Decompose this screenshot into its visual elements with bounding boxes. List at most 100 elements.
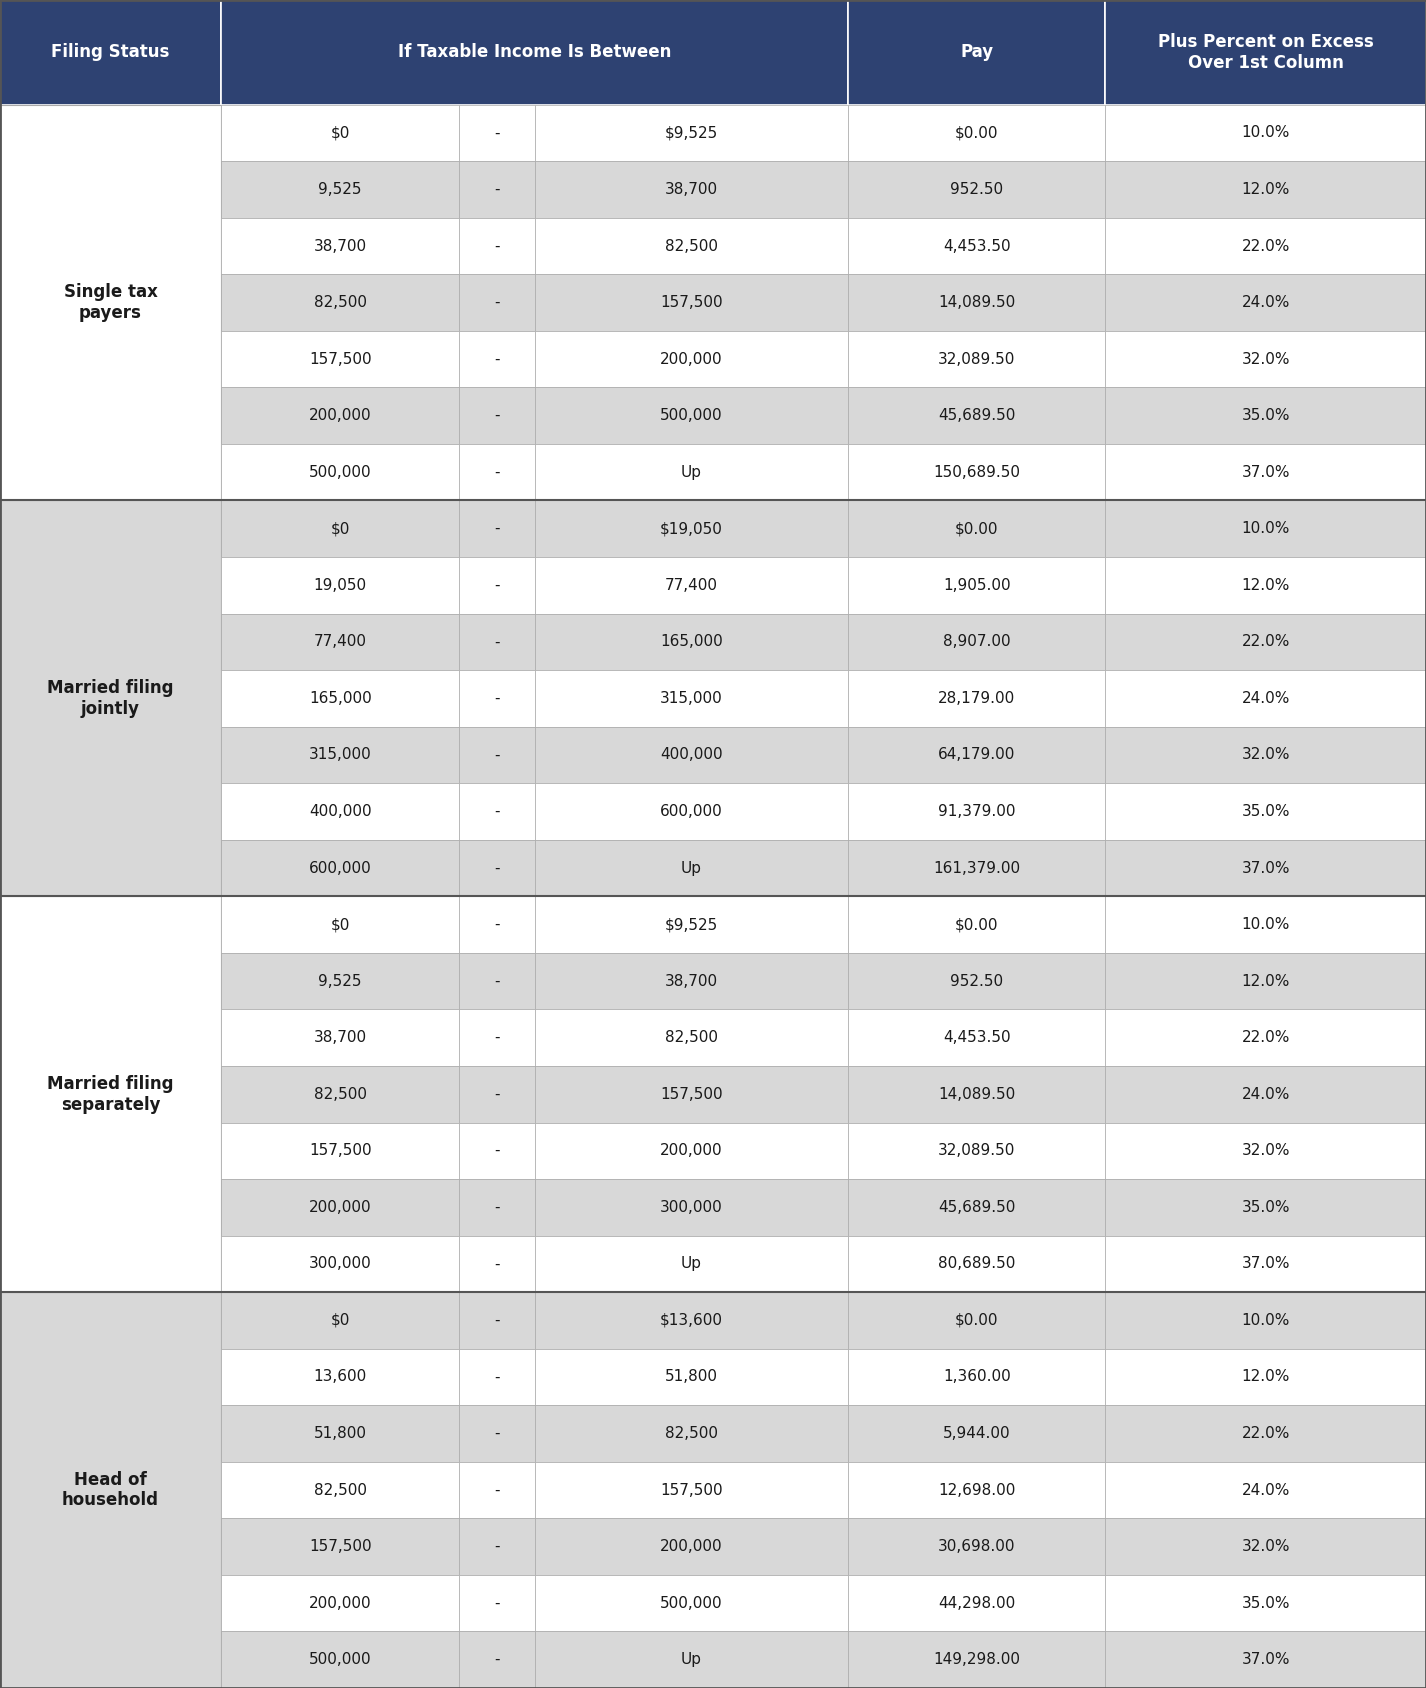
Bar (221, 839, 459, 896)
Text: 37.0%: 37.0% (1241, 1653, 1291, 1668)
Bar (459, 1067, 535, 1123)
Text: -: - (495, 577, 501, 592)
Text: 10.0%: 10.0% (1242, 522, 1289, 537)
Text: -: - (495, 1653, 501, 1668)
Bar (221, 218, 459, 275)
Text: -: - (495, 238, 501, 253)
Text: Plus Percent on Excess
Over 1st Column: Plus Percent on Excess Over 1st Column (1158, 34, 1373, 71)
Text: 38,700: 38,700 (665, 182, 719, 197)
Text: 24.0%: 24.0% (1242, 295, 1289, 311)
Bar (848, 726, 1105, 783)
Text: Up: Up (682, 1653, 702, 1668)
Bar (1105, 1067, 1426, 1123)
Bar (848, 1009, 1105, 1067)
Text: 32.0%: 32.0% (1241, 1143, 1291, 1158)
Text: 1,905.00: 1,905.00 (943, 577, 1011, 592)
Text: 500,000: 500,000 (660, 1595, 723, 1610)
Bar (459, 783, 535, 839)
Bar (0, 1291, 221, 1688)
Bar (1105, 1462, 1426, 1518)
Text: 37.0%: 37.0% (1241, 464, 1291, 479)
Text: 22.0%: 22.0% (1242, 1030, 1289, 1045)
Text: $9,525: $9,525 (665, 125, 719, 140)
Bar (221, 1123, 459, 1178)
Bar (459, 501, 535, 557)
Bar (535, 162, 848, 218)
Bar (1105, 557, 1426, 613)
Text: 35.0%: 35.0% (1241, 803, 1291, 819)
Text: 149,298.00: 149,298.00 (933, 1653, 1021, 1668)
Text: 32,089.50: 32,089.50 (938, 351, 1015, 366)
Bar (848, 614, 1105, 670)
Text: 165,000: 165,000 (660, 635, 723, 650)
Text: 157,500: 157,500 (309, 1539, 372, 1555)
Text: $0: $0 (331, 1313, 349, 1328)
Bar (848, 1462, 1105, 1518)
Bar (848, 388, 1105, 444)
Bar (1105, 670, 1426, 726)
Bar (535, 444, 848, 501)
Text: 952.50: 952.50 (950, 182, 1004, 197)
Bar (1105, 1123, 1426, 1178)
Text: 200,000: 200,000 (660, 351, 723, 366)
Text: -: - (495, 182, 501, 197)
Text: 45,689.50: 45,689.50 (938, 408, 1015, 424)
Text: $0.00: $0.00 (955, 125, 998, 140)
Text: 952.50: 952.50 (950, 974, 1004, 989)
Bar (459, 670, 535, 726)
Bar (1105, 726, 1426, 783)
Text: 300,000: 300,000 (660, 1200, 723, 1215)
Bar (221, 1349, 459, 1404)
Bar (1105, 952, 1426, 1009)
Text: 14,089.50: 14,089.50 (938, 295, 1015, 311)
Bar (1105, 162, 1426, 218)
Bar (848, 1178, 1105, 1236)
Text: -: - (495, 803, 501, 819)
Text: -: - (495, 351, 501, 366)
Text: 10.0%: 10.0% (1242, 125, 1289, 140)
Bar (459, 1349, 535, 1404)
Text: -: - (495, 635, 501, 650)
Bar (848, 839, 1105, 896)
Bar (848, 275, 1105, 331)
Bar (1105, 839, 1426, 896)
Bar (1105, 1575, 1426, 1631)
Bar (221, 162, 459, 218)
Text: 157,500: 157,500 (660, 1482, 723, 1497)
Bar (221, 726, 459, 783)
Text: -: - (495, 1369, 501, 1384)
Bar (459, 275, 535, 331)
Text: 12.0%: 12.0% (1242, 182, 1289, 197)
Text: 38,700: 38,700 (665, 974, 719, 989)
Text: 300,000: 300,000 (309, 1256, 372, 1271)
Bar (0, 0, 221, 105)
Text: 24.0%: 24.0% (1242, 1482, 1289, 1497)
Text: If Taxable Income Is Between: If Taxable Income Is Between (398, 44, 672, 61)
Bar (459, 726, 535, 783)
Text: Pay: Pay (960, 44, 994, 61)
Bar (459, 162, 535, 218)
Text: 1,360.00: 1,360.00 (943, 1369, 1011, 1384)
Text: 22.0%: 22.0% (1242, 635, 1289, 650)
Bar (535, 1518, 848, 1575)
Text: 44,298.00: 44,298.00 (938, 1595, 1015, 1610)
Bar (0, 105, 221, 501)
Bar (459, 1518, 535, 1575)
Text: 315,000: 315,000 (660, 690, 723, 706)
Bar (535, 1291, 848, 1349)
Bar (459, 1631, 535, 1688)
Bar (535, 331, 848, 388)
Text: $0.00: $0.00 (955, 1313, 998, 1328)
Bar (848, 1349, 1105, 1404)
Text: 14,089.50: 14,089.50 (938, 1087, 1015, 1102)
Text: 315,000: 315,000 (309, 748, 372, 763)
Text: $19,050: $19,050 (660, 522, 723, 537)
Bar (535, 896, 848, 952)
Text: -: - (495, 1539, 501, 1555)
Bar (221, 105, 459, 162)
Bar (459, 952, 535, 1009)
Text: 200,000: 200,000 (660, 1539, 723, 1555)
Bar (1105, 1404, 1426, 1462)
Text: 22.0%: 22.0% (1242, 1426, 1289, 1442)
Bar (221, 444, 459, 501)
